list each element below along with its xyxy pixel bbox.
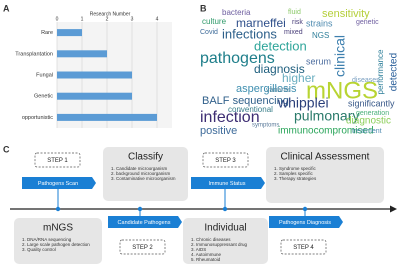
box-title: Classify xyxy=(128,152,163,163)
word: NGS xyxy=(312,31,329,40)
word: bacteria xyxy=(222,8,251,17)
step-tag-label: Immune Status xyxy=(209,181,246,187)
word: BALF sequencing xyxy=(202,95,289,107)
step-tag xyxy=(191,177,265,189)
bar xyxy=(57,113,157,121)
word: genetic xyxy=(356,19,379,26)
y-tick-label: Genetic xyxy=(34,94,53,100)
step-box xyxy=(280,239,327,255)
word: whipplei xyxy=(277,95,329,111)
word: detection xyxy=(254,38,307,53)
word: sensitivity xyxy=(322,8,370,20)
word: infection xyxy=(200,109,260,126)
box-item: 1. DNA/RNA sequencing xyxy=(22,237,72,242)
y-tick-label: Rare xyxy=(41,30,53,36)
word: detected xyxy=(389,53,400,91)
bar xyxy=(57,71,132,79)
bar xyxy=(57,92,132,100)
word: variants xyxy=(266,87,291,94)
word: culture xyxy=(202,17,227,26)
word: treatment xyxy=(352,128,382,135)
y-tick-label: Fungal xyxy=(36,72,53,78)
info-box xyxy=(183,218,268,264)
timeline-dot xyxy=(222,206,228,212)
word: immunocompromised xyxy=(278,126,374,137)
info-box xyxy=(14,218,102,264)
box-item: 2. background microorganism xyxy=(111,171,171,176)
word: Covid xyxy=(200,29,218,36)
word: symptoms xyxy=(252,123,279,129)
step-tag-label: Pathogens Scan xyxy=(38,181,78,187)
box-item: 5. Rheumatoid xyxy=(191,257,221,262)
word: mNGS xyxy=(306,77,378,104)
box-item: 1. Syndrome specific xyxy=(274,166,317,171)
word: marneffei xyxy=(236,16,286,30)
word: aspergillosis xyxy=(236,83,297,95)
step-box xyxy=(119,239,166,255)
step-tag xyxy=(108,216,182,228)
box-item: 2. Large scale pathogen detection xyxy=(22,242,90,247)
word: pulmonary xyxy=(294,108,359,124)
timeline-dot xyxy=(137,206,143,212)
timeline-dot xyxy=(302,206,308,212)
panel-label: A xyxy=(3,3,10,13)
bar xyxy=(57,29,82,37)
word: pathogens xyxy=(200,50,275,67)
x-tick-label: 0 xyxy=(56,16,59,22)
step-box xyxy=(202,152,249,168)
box-item: 3. Therapy strategies xyxy=(274,176,317,181)
step-tag xyxy=(269,216,343,228)
step-label: STEP 4 xyxy=(293,245,314,251)
box-title: Clinical Assessment xyxy=(281,152,370,163)
word: significantly xyxy=(348,98,395,108)
box-title: Individual xyxy=(204,223,246,234)
panel-label: B xyxy=(200,3,207,13)
word: generation xyxy=(356,110,389,117)
word: diseases xyxy=(352,77,380,84)
word: clinical xyxy=(332,35,348,77)
step-tag-label: Pathogens Diagnosis xyxy=(279,220,331,226)
panel-label: C xyxy=(3,144,10,154)
x-tick-label: 3 xyxy=(131,16,134,22)
x-tick-label: 1 xyxy=(81,16,84,22)
word: diagnosis xyxy=(254,62,305,76)
step-label: STEP 3 xyxy=(215,158,236,164)
chart-title: Research Number xyxy=(90,11,131,17)
word: infections xyxy=(222,26,277,41)
word: strains xyxy=(306,18,333,28)
x-tick-label: 2 xyxy=(106,16,109,22)
word: higher xyxy=(282,71,315,85)
word: mixed xyxy=(284,29,303,36)
word: risk xyxy=(292,19,303,26)
word: conventional xyxy=(228,105,273,114)
step-label: STEP 2 xyxy=(132,245,153,251)
y-tick-label: opportunistic xyxy=(22,115,53,121)
info-box xyxy=(266,147,384,203)
box-item: 3. AIDS xyxy=(191,247,206,252)
word: performance xyxy=(376,49,385,94)
box-item: 1. Chronic diseases xyxy=(191,237,231,242)
timeline-dot xyxy=(55,206,61,212)
step-box xyxy=(34,152,81,168)
word: positive xyxy=(200,125,237,137)
word: diagnostic xyxy=(346,116,391,127)
x-tick-label: 4 xyxy=(156,16,159,22)
box-item: 3. Contaminative microorganism xyxy=(111,176,176,181)
box-title: mNGS xyxy=(43,223,73,234)
timeline-arrow xyxy=(390,205,397,213)
step-tag xyxy=(22,177,96,189)
step-tag-label: Candidate Pathogens xyxy=(118,220,171,226)
y-tick-label: Transplantation xyxy=(15,51,53,57)
bar xyxy=(57,50,107,58)
box-item: 3. Quality control xyxy=(22,247,56,252)
word: fluid xyxy=(288,9,301,16)
info-box xyxy=(103,147,188,201)
box-item: 2. Samples specific xyxy=(274,171,314,176)
box-item: 1. Candidate microorganism xyxy=(111,166,168,171)
step-label: STEP 1 xyxy=(47,158,68,164)
box-item: 2. Immunosuppressant drug xyxy=(191,242,248,247)
word: serum xyxy=(306,56,331,66)
box-item: 4. Autoimmune xyxy=(191,252,222,257)
